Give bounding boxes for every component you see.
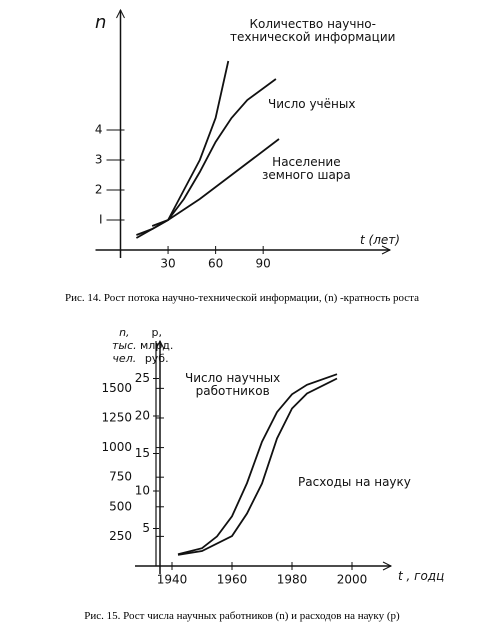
figure-caption: Рис. 14. Рост потока научно-технической … <box>64 292 419 304</box>
y2-tick-label: 20 <box>135 409 150 423</box>
x-tick-label: 90 <box>256 257 271 271</box>
y-tick-label: 1500 <box>101 381 132 395</box>
series-line <box>136 60 230 236</box>
y-axis-label: n <box>95 12 107 33</box>
axis-arrow <box>116 8 125 19</box>
series-line <box>177 373 338 556</box>
x-tick-label: 30 <box>160 257 175 271</box>
x-tick-label: 2000 <box>337 573 368 587</box>
y2-axis-label: p, млрд. руб. <box>140 326 174 365</box>
series-line <box>135 138 280 239</box>
y2-tick-label: 10 <box>135 484 150 498</box>
series-label: Расходы на науку <box>298 475 411 489</box>
y-tick-label: 3 <box>95 153 103 167</box>
y-tick-label: 1000 <box>101 440 132 454</box>
y2-tick-label: 5 <box>142 521 150 535</box>
y-tick-label: 2 <box>95 183 103 197</box>
series-label: Число научных работников <box>185 371 281 398</box>
axis-arrow <box>155 339 165 350</box>
axis-arrow <box>381 245 392 255</box>
x-tick-label: 1960 <box>217 573 248 587</box>
y2-tick-label: 25 <box>135 371 150 385</box>
x-axis-label: t (лет) <box>360 233 400 247</box>
figure-caption: Рис. 15. Рост числа научных работников (… <box>84 610 400 622</box>
y-axis-label: n, тыс. чел. <box>112 326 137 365</box>
series-label: Население земного шара <box>262 155 351 182</box>
x-tick-label: 1940 <box>157 573 188 587</box>
y-tick-label: 4 <box>95 123 103 137</box>
x-axis-label: t , годц <box>398 569 445 583</box>
series-line <box>151 78 277 227</box>
x-tick-label: 60 <box>208 257 223 271</box>
series-line <box>177 377 338 556</box>
y-tick-label: I <box>99 213 103 227</box>
y2-tick-label: 15 <box>135 446 150 460</box>
series-label: Количество научно- технической информаци… <box>230 17 396 44</box>
y-tick-label: 750 <box>109 470 132 484</box>
series-label: Число учёных <box>268 97 356 111</box>
y-tick-label: 250 <box>109 529 132 543</box>
y-tick-label: 1250 <box>101 410 132 424</box>
x-tick-label: 1980 <box>277 573 308 587</box>
y-tick-label: 500 <box>109 499 132 513</box>
axis-arrow <box>382 561 393 571</box>
